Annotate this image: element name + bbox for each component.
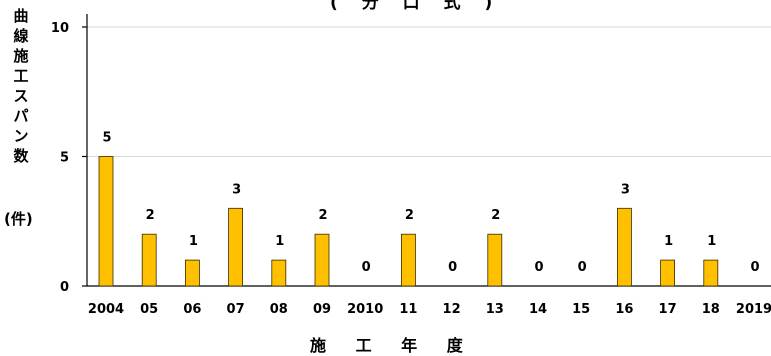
- bar: [487, 233, 503, 287]
- y-axis-label-char: 数: [13, 147, 29, 165]
- bar: [400, 233, 416, 287]
- data-label: 2: [491, 208, 500, 223]
- y-axis-label-char: 曲: [13, 7, 29, 25]
- bar: [98, 156, 114, 287]
- data-label: 0: [448, 260, 457, 275]
- x-tick-label: 16: [615, 302, 633, 317]
- y-axis-label-char: 線: [13, 27, 29, 45]
- bar: [703, 259, 719, 287]
- x-tick-label: 13: [486, 302, 504, 317]
- data-label: 0: [578, 260, 587, 275]
- x-tick-label: 07: [227, 302, 245, 317]
- bar: [271, 259, 287, 287]
- data-label: 5: [102, 131, 111, 146]
- data-label: 1: [275, 234, 284, 249]
- data-label: 0: [750, 260, 759, 275]
- x-tick-label: 2004: [88, 302, 124, 317]
- y-axis-label-char: ス: [13, 87, 29, 105]
- bar: [660, 259, 675, 287]
- y-axis-label-char: パ: [13, 107, 29, 125]
- data-label: 1: [707, 234, 716, 249]
- x-tick-label: 12: [443, 302, 461, 317]
- bar: [141, 233, 157, 287]
- bar: [617, 207, 632, 287]
- bar: [314, 233, 330, 287]
- data-label: 2: [146, 208, 155, 223]
- x-tick-label: 11: [399, 302, 417, 317]
- chart-title: ( 分 口 式 ): [330, 0, 502, 13]
- x-tick-label: 17: [659, 302, 677, 317]
- data-label: 2: [318, 208, 327, 223]
- y-tick-label: 5: [60, 151, 69, 166]
- x-tick-label: 18: [702, 302, 720, 317]
- x-tick-label: 08: [270, 302, 288, 317]
- y-axis-label-char: 施: [13, 47, 29, 65]
- y-tick-label: 0: [60, 280, 69, 295]
- y-axis-unit: (件): [4, 210, 33, 228]
- data-label: 0: [534, 260, 543, 275]
- x-axis-label: 施 工 年 度: [310, 336, 475, 355]
- data-label: 0: [362, 260, 371, 275]
- data-label: 1: [189, 234, 198, 249]
- y-tick-label: 10: [51, 21, 69, 36]
- bar: [228, 207, 244, 287]
- data-label: 1: [664, 234, 673, 249]
- data-label: 3: [232, 182, 241, 197]
- x-tick-label: 15: [572, 302, 590, 317]
- data-label: 2: [405, 208, 414, 223]
- x-tick-label: 2019: [736, 302, 771, 317]
- y-axis-label-char: ン: [13, 127, 29, 145]
- bar: [184, 259, 200, 287]
- x-tick-label: 2010: [347, 302, 383, 317]
- x-tick-label: 05: [140, 302, 158, 317]
- x-tick-label: 14: [529, 302, 547, 317]
- x-tick-label: 09: [313, 302, 331, 317]
- data-label: 3: [621, 182, 630, 197]
- y-axis-label: 曲 線 施 工 ス パ ン 数: [4, 6, 38, 166]
- x-tick-label: 06: [183, 302, 201, 317]
- y-axis-label-char: 工: [13, 67, 29, 85]
